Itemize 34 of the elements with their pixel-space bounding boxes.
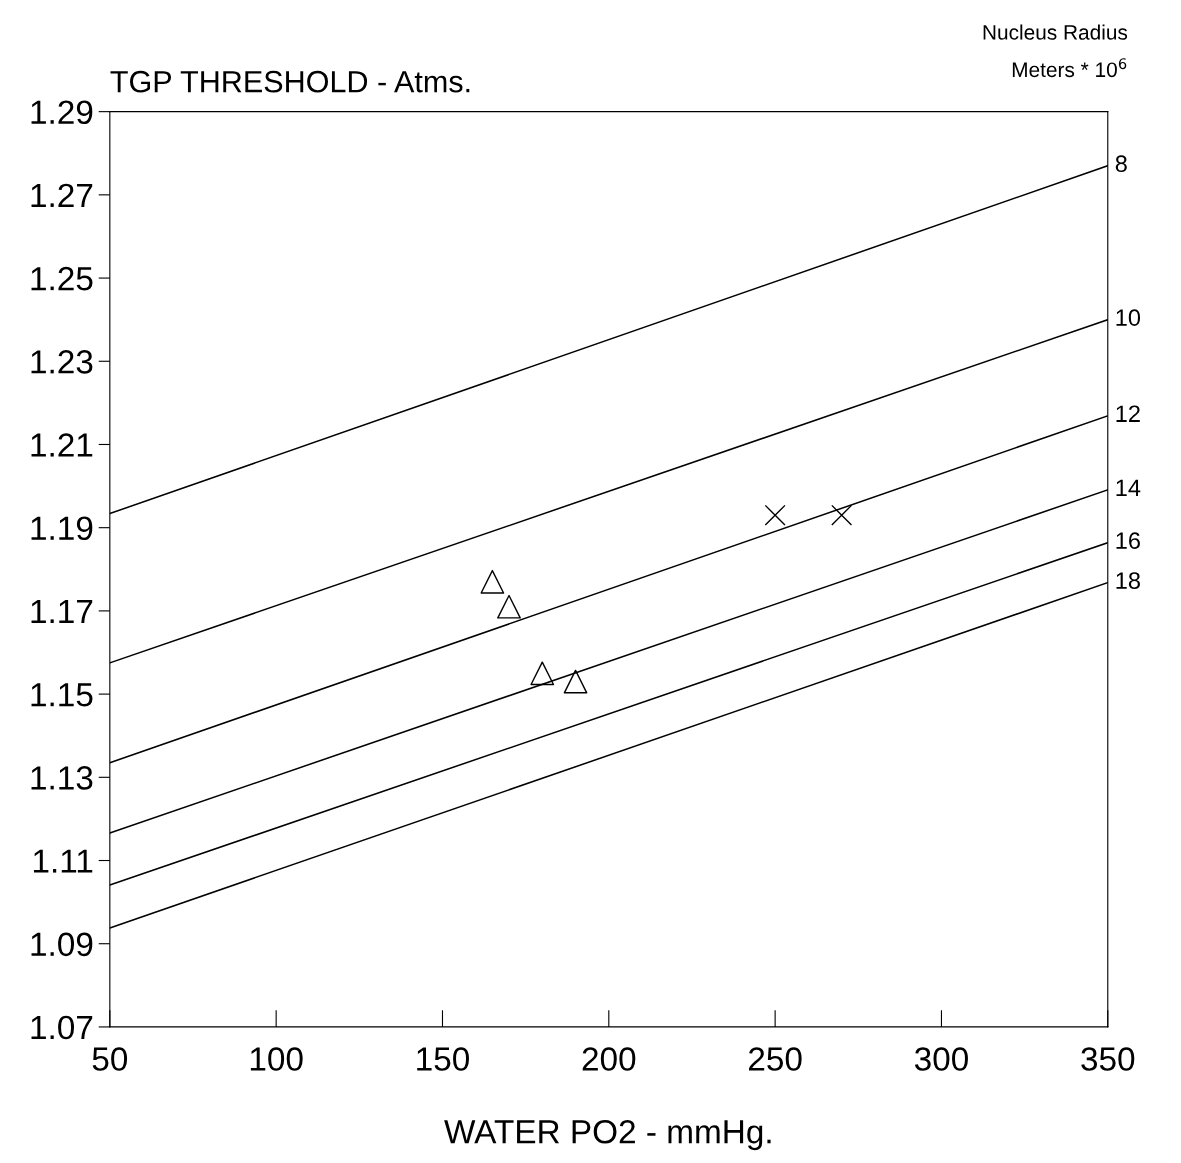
x-axis-title: WATER PO2 - mmHg. bbox=[444, 1119, 771, 1151]
chart-title: TGP THRESHOLD - Atms. bbox=[110, 70, 470, 93]
series-label: 16 bbox=[1116, 532, 1140, 549]
series-label: 18 bbox=[1116, 572, 1140, 589]
y-tick-label: 1.09 bbox=[31, 932, 93, 957]
y-tick-label: 1.07 bbox=[31, 1015, 93, 1040]
x-tick-label: 50 bbox=[92, 1047, 128, 1071]
x-tick-label: 300 bbox=[914, 1047, 968, 1071]
point bbox=[497, 594, 521, 619]
series-label: 10 bbox=[1116, 309, 1141, 326]
point bbox=[764, 504, 786, 526]
y-tick-label: 1.11 bbox=[33, 849, 93, 873]
point bbox=[480, 569, 505, 594]
series-label: 8 bbox=[1115, 155, 1127, 173]
point bbox=[563, 669, 588, 694]
y-tick-label: 1.19 bbox=[31, 516, 93, 541]
x-tick-label: 200 bbox=[582, 1047, 636, 1071]
y-tick-label: 1.15 bbox=[31, 683, 93, 707]
x-tick-label: 250 bbox=[749, 1047, 802, 1071]
point bbox=[831, 504, 853, 526]
x-tick-label: 350 bbox=[1081, 1047, 1135, 1071]
y-tick-label: 1.21 bbox=[31, 433, 93, 457]
y-tick-label: 1.23 bbox=[31, 350, 93, 374]
y-tick-label: 1.25 bbox=[31, 266, 93, 291]
y-tick-label: 1.17 bbox=[31, 600, 93, 623]
legend-title: Nucleus Radius Meters * 10$^{6}$ bbox=[983, 24, 1128, 78]
point bbox=[530, 661, 555, 686]
y-tick-label: 1.13 bbox=[31, 766, 93, 790]
y-tick-label: 1.27 bbox=[31, 183, 93, 207]
y-tick-label: 1.29 bbox=[31, 100, 93, 125]
series-label: 14 bbox=[1116, 479, 1141, 496]
series-label: 12 bbox=[1116, 405, 1140, 422]
x-tick-label: 150 bbox=[417, 1047, 469, 1071]
x-tick-label: 100 bbox=[250, 1047, 303, 1071]
